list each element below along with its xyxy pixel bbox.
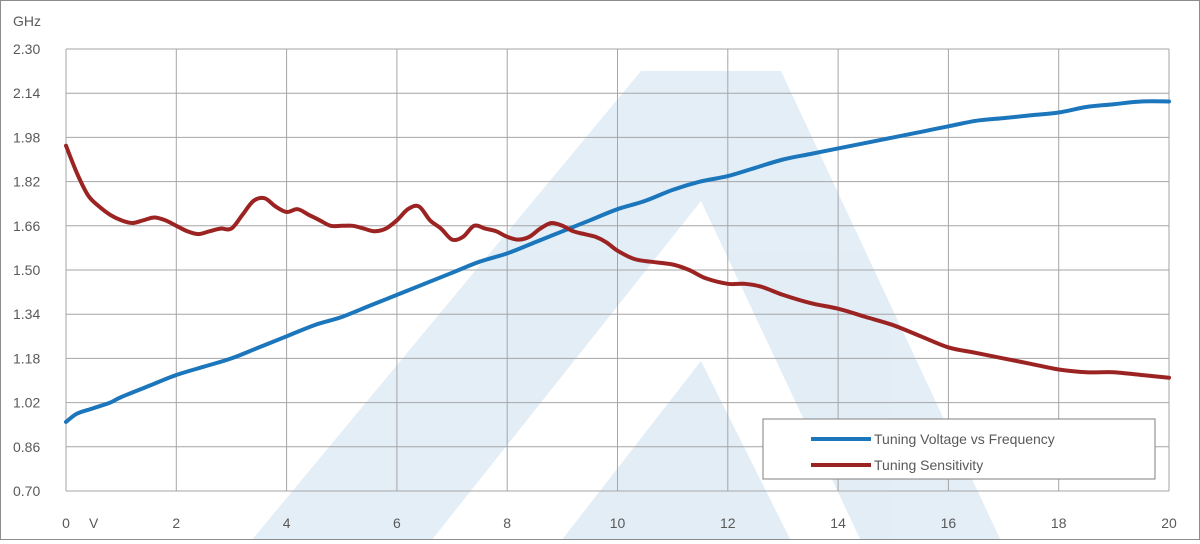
y-tick-label: 1.50 (13, 262, 40, 278)
x-tick-label: 0 (62, 515, 70, 531)
y-axis-unit-label: GHz (13, 13, 41, 29)
legend-label-frequency: Tuning Voltage vs Frequency (874, 431, 1055, 447)
axis-layer: 0.70 0.86 1.02 1.18 1.34 1.50 1.66 1.82 1.98 2.14… (13, 41, 1177, 531)
legend-label-sensitivity: Tuning Sensitivity (874, 457, 983, 473)
x-tick-label: 14 (830, 515, 846, 531)
x-tick-label: 6 (393, 515, 401, 531)
x-tick-label: 16 (941, 515, 957, 531)
y-tick-label: 2.30 (13, 41, 40, 57)
y-tick-label: 1.82 (13, 174, 40, 190)
legend: Tuning Voltage vs Frequency Tuning Sensi… (762, 418, 1156, 480)
y-tick-label: 1.02 (13, 395, 40, 411)
y-tick-label: 1.98 (13, 129, 40, 145)
x-tick-label: 18 (1051, 515, 1067, 531)
y-tick-label: 1.34 (13, 306, 40, 322)
x-tick-label: 20 (1161, 515, 1177, 531)
grid-layer (65, 48, 1170, 492)
y-tick-label: 1.18 (13, 350, 40, 366)
y-tick-label: 0.70 (13, 483, 40, 499)
x-tick-label: 4 (283, 515, 291, 531)
legend-box (762, 418, 1156, 480)
series-line-tuning-sensitivity (64, 143, 1171, 380)
y-tick-label: 1.66 (13, 218, 40, 234)
series-layer (64, 99, 1171, 424)
y-tick-label: 2.14 (13, 85, 40, 101)
series-line-tuning-frequency (64, 99, 1171, 424)
x-tick-label: 2 (172, 515, 180, 531)
x-tick-label: 12 (720, 515, 736, 531)
x-tick-label: 10 (610, 515, 626, 531)
x-tick-label: 8 (503, 515, 511, 531)
x-axis-unit-label: V (89, 515, 99, 531)
y-tick-label: 0.86 (13, 439, 40, 455)
